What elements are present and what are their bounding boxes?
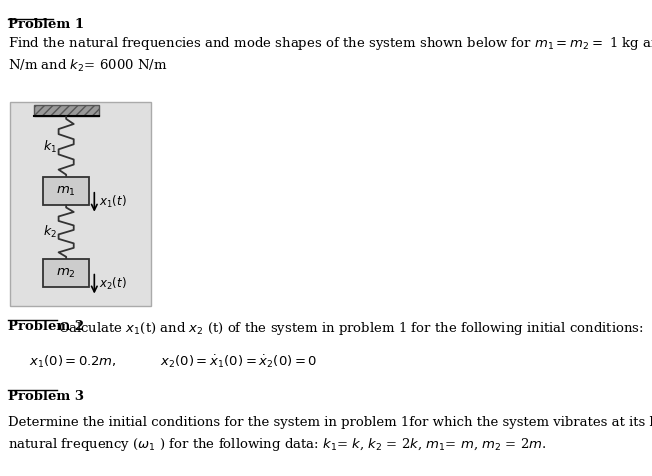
Text: Calculate $x_1$(t) and $x_2$ (t) of the system in problem 1 for the following in: Calculate $x_1$(t) and $x_2$ (t) of the …: [58, 320, 644, 337]
Text: $k_2$: $k_2$: [43, 224, 57, 240]
Text: Problem 1: Problem 1: [8, 18, 85, 31]
Text: Find the natural frequencies and mode shapes of the system shown below for $m_1=: Find the natural frequencies and mode sh…: [8, 35, 652, 74]
Text: $m_1$: $m_1$: [56, 185, 76, 198]
Text: Problem 3: Problem 3: [8, 390, 84, 403]
Text: $x_2(t)$: $x_2(t)$: [98, 276, 126, 292]
Bar: [43, 259, 89, 287]
Text: $k_1$: $k_1$: [43, 139, 57, 155]
Text: Determine the initial conditions for the system in problem 1for which the system: Determine the initial conditions for the…: [8, 416, 652, 453]
Bar: [10, 102, 151, 306]
Text: Problem 2: Problem 2: [8, 320, 85, 333]
Text: $x_1(0) = 0.2m,$          $x_2(0) = \dot{x}_1(0) = \dot{x}_2(0) = 0$: $x_1(0) = 0.2m,$ $x_2(0) = \dot{x}_1(0) …: [29, 354, 318, 370]
Bar: [34, 105, 98, 117]
Text: $m_2$: $m_2$: [56, 267, 76, 279]
Text: $x_1(t)$: $x_1(t)$: [98, 194, 126, 210]
Bar: [43, 177, 89, 205]
